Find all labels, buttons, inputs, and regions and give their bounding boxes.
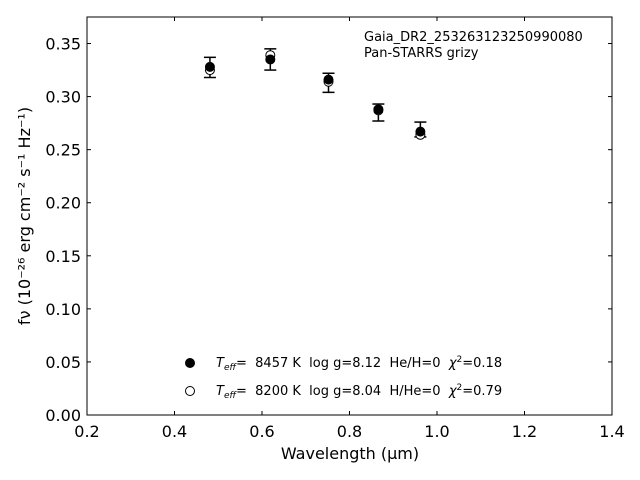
x-tick-label: 0.4	[162, 422, 187, 441]
annotation-object-id: Gaia_DR2_253263123250990080	[364, 30, 583, 45]
y-tick-label: 0.10	[45, 300, 81, 319]
model-point-filled	[373, 104, 384, 115]
plot-frame	[86, 16, 613, 416]
x-tick-label: 0.2	[74, 422, 99, 441]
x-axis-label: Wavelength (μm)	[281, 444, 419, 463]
y-tick-label: 0.20	[45, 194, 81, 213]
x-tick-label: 0.8	[337, 422, 362, 441]
legend: Teff= 8457 K log g=8.12 He/H=0 χ2=0.18 T…	[185, 355, 502, 401]
y-axis-label: fν (10⁻²⁶ erg cm⁻² s⁻¹ Hz⁻¹)	[15, 107, 34, 325]
x-tick-label: 1.2	[512, 422, 537, 441]
y-tick-label: 0.30	[45, 88, 81, 107]
x-tick-label: 1.4	[599, 422, 624, 441]
y-tick-label: 0.05	[45, 353, 81, 372]
model-point-filled	[204, 61, 215, 72]
model-point-filled	[415, 126, 426, 137]
x-tick-label: 0.6	[249, 422, 274, 441]
model-point-filled	[323, 74, 334, 85]
data-points	[204, 50, 426, 140]
y-axis-ticks: 0.00 0.05 0.10 0.15 0.20 0.25 0.30 0.35	[45, 35, 612, 425]
y-tick-label: 0.00	[45, 406, 81, 425]
x-tick-label: 1.0	[424, 422, 449, 441]
annotation-survey: Pan-STARRS grizy	[364, 46, 479, 61]
legend-entry-1: Teff= 8457 K log g=8.12 He/H=0 χ2=0.18	[216, 355, 502, 373]
legend-entry-2: Teff= 8200 K log g=8.04 H/He=0 χ2=0.79	[216, 383, 502, 401]
model-point-filled	[265, 54, 276, 65]
legend-marker-open	[185, 386, 195, 396]
y-tick-label: 0.15	[45, 247, 81, 266]
y-tick-label: 0.35	[45, 35, 81, 54]
y-tick-label: 0.25	[45, 141, 81, 160]
legend-marker-filled	[185, 358, 195, 368]
